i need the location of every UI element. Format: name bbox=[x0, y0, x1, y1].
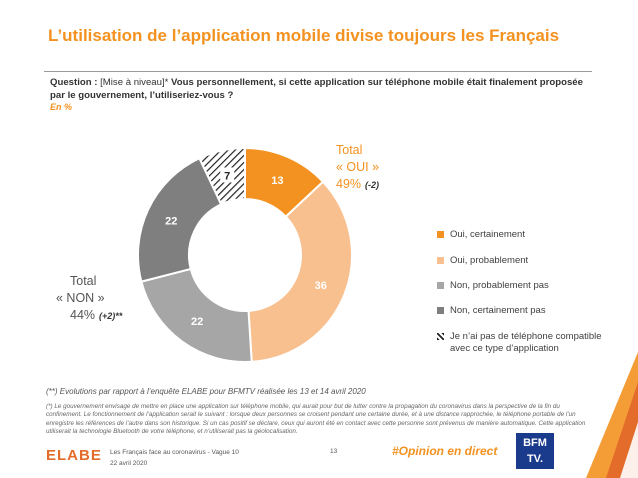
legend-swatch bbox=[437, 333, 444, 340]
total-non-label-2: « NON » bbox=[56, 291, 105, 305]
slice-non-certainement bbox=[137, 156, 223, 283]
legend-label: Non, probablement pas bbox=[450, 280, 549, 291]
total-oui: Total « OUI » 49% (-2) bbox=[336, 142, 416, 194]
legend-item: Non, probablement pas bbox=[437, 280, 610, 292]
legend-swatch bbox=[437, 307, 444, 314]
legend-item: Je n’ai pas de téléphone compatible avec… bbox=[437, 331, 610, 355]
slice-non-probablement bbox=[140, 267, 253, 363]
footer-study-info: Les Français face au coronavirus - Vague… bbox=[110, 447, 239, 469]
total-oui-label-2: « OUI » bbox=[336, 160, 380, 174]
donut-chart: 13 36 22 22 7 bbox=[137, 146, 353, 363]
footnote-context: (*) Le gouvernement envisage de mettre e… bbox=[46, 403, 586, 435]
elabe-logo: ELABE bbox=[46, 447, 102, 464]
question-tag: [Mise à niveau]* bbox=[100, 77, 169, 88]
total-non-label: Total bbox=[70, 274, 97, 288]
footer-date: 22 avril 2020 bbox=[110, 460, 148, 467]
legend-item: Non, certainement pas bbox=[437, 305, 610, 317]
title-divider bbox=[44, 71, 592, 72]
legend-label: Non, certainement pas bbox=[450, 305, 546, 316]
slice-label-background bbox=[220, 167, 235, 183]
legend-swatch bbox=[437, 257, 444, 264]
footer-study: Les Français face au coronavirus - Vague… bbox=[110, 449, 239, 456]
hashtag: #Opinion en direct bbox=[392, 444, 498, 458]
slice-oui-probablement bbox=[247, 180, 353, 363]
page-title: L’utilisation de l’application mobile di… bbox=[48, 26, 560, 45]
slice-value-label: 36 bbox=[315, 280, 327, 292]
slice-value-label: 13 bbox=[271, 175, 283, 187]
bfmtv-logo-line1: BFM bbox=[523, 437, 547, 449]
bfmtv-logo-line2: TV. bbox=[526, 453, 544, 465]
slice-value-label: 22 bbox=[165, 215, 177, 227]
footnote-evolution: (**) Evolutions par rapport à l’enquête … bbox=[46, 387, 366, 396]
legend-label: Je n’ai pas de téléphone compatible avec… bbox=[450, 331, 602, 354]
corner-triangle-logo bbox=[586, 352, 638, 478]
legend-item: Oui, certainement bbox=[437, 229, 610, 241]
slice-value-label: 22 bbox=[191, 316, 203, 328]
legend-label: Oui, probablement bbox=[450, 255, 529, 266]
slice-value-label: 7 bbox=[224, 170, 230, 182]
unit-label: En % bbox=[50, 102, 73, 112]
legend-swatch bbox=[437, 282, 444, 289]
total-non: Total « NON » 44% (+2)** bbox=[56, 273, 166, 325]
legend-item: Oui, probablement bbox=[437, 255, 610, 267]
bfmtv-logo: BFM TV. bbox=[516, 433, 554, 469]
total-oui-label: Total bbox=[336, 143, 363, 157]
total-oui-value: 49% bbox=[336, 177, 362, 191]
question-text: Question : [Mise à niveau]* Vous personn… bbox=[50, 76, 595, 102]
question-body: Vous personnellement, si cette applicati… bbox=[50, 77, 583, 101]
legend-swatch bbox=[437, 231, 444, 238]
total-non-value: 44% bbox=[70, 308, 96, 322]
page-number: 13 bbox=[330, 448, 338, 455]
question-label: Question : bbox=[50, 77, 98, 88]
legend-label: Oui, certainement bbox=[450, 229, 525, 240]
total-non-evolution: (+2)** bbox=[99, 311, 123, 321]
total-oui-evolution: (-2) bbox=[365, 180, 380, 190]
